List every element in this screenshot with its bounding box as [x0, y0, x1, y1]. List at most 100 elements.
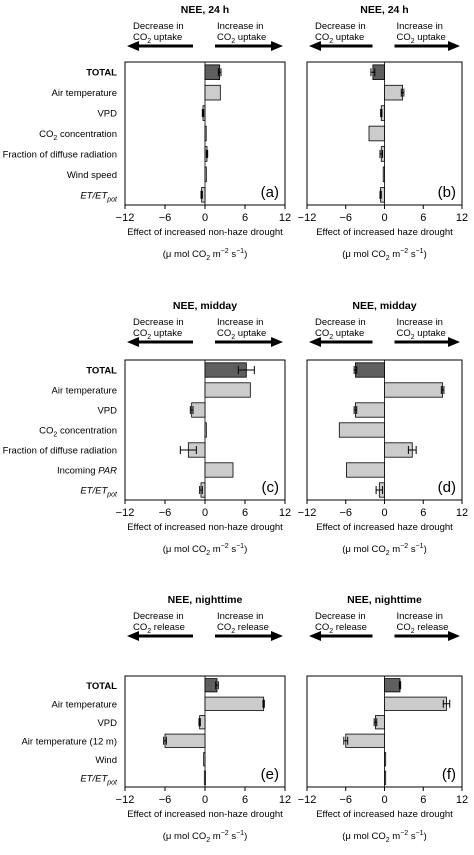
- x-tick-label: 12: [279, 507, 291, 519]
- category-label: Fraction of diffuse radiation: [3, 446, 117, 457]
- bar-air-temperature-12-m-: [345, 733, 385, 748]
- increase-label: CO2​ uptake: [217, 328, 266, 341]
- x-axis-label: Effect of increased non-haze drought: [127, 227, 283, 238]
- category-label: ET/ETpot: [80, 190, 118, 203]
- x-tick-label: −12: [116, 794, 135, 806]
- increase-label: CO2​ uptake: [397, 32, 446, 45]
- bar-air-temperature: [204, 696, 265, 711]
- bar-incoming-par: [204, 462, 234, 478]
- category-label: Air temperature: [52, 699, 117, 710]
- decrease-label: Decrease in: [315, 317, 366, 328]
- category-label: ET/ETpot: [80, 773, 118, 786]
- bar-co2-concentration: [204, 422, 207, 438]
- x-tick-label: 6: [242, 212, 248, 224]
- increase-label: Increase in: [397, 21, 443, 32]
- decrease-arrowhead: [309, 41, 321, 51]
- x-tick-label: 0: [202, 212, 208, 224]
- increase-arrowhead: [448, 337, 460, 347]
- decrease-arrowhead: [127, 337, 139, 347]
- bar-air-temperature: [384, 84, 403, 101]
- bar-total: [204, 64, 221, 80]
- category-label: TOTAL: [86, 366, 117, 377]
- panel-letter: (e): [261, 766, 279, 783]
- increase-arrowhead: [271, 41, 283, 51]
- increase-arrowhead: [271, 631, 283, 641]
- x-tick-label: −6: [339, 212, 352, 224]
- panel-letter: (a): [261, 184, 279, 201]
- x-tick-label: 6: [420, 507, 426, 519]
- x-tick-label: −6: [339, 794, 352, 806]
- x-tick-label: 0: [381, 212, 387, 224]
- decrease-arrowhead: [127, 41, 139, 51]
- x-axis-label: Effect of increased non-haze drought: [127, 522, 283, 533]
- bar-vpd: [191, 402, 206, 418]
- decrease-label: CO2​ uptake: [315, 32, 364, 45]
- increase-label: Increase in: [217, 611, 263, 622]
- bar-co2-concentration: [204, 125, 207, 142]
- category-label: Air temperature: [52, 386, 117, 397]
- x-axis-label: Effect of increased haze drought: [316, 227, 453, 238]
- decrease-label: CO2​ release: [133, 622, 185, 635]
- increase-label: CO2​ release: [397, 622, 449, 635]
- x-tick-label: 0: [202, 794, 208, 806]
- x-axis-label: Effect of increased haze drought: [316, 522, 453, 533]
- x-tick-label: 6: [420, 212, 426, 224]
- x-axis-label: Effect of increased non-haze drought: [127, 809, 283, 820]
- category-label: Fraction of diffuse radiation: [3, 149, 117, 160]
- x-tick-label: 12: [456, 794, 468, 806]
- x-tick-label: −6: [159, 794, 172, 806]
- category-label: VPD: [97, 718, 117, 729]
- category-label: VPD: [97, 109, 117, 120]
- bar-air-temperature: [384, 696, 447, 711]
- decrease-label: Decrease in: [315, 21, 366, 32]
- decrease-label: Decrease in: [315, 611, 366, 622]
- increase-label: Increase in: [397, 611, 443, 622]
- x-axis-unit: (μ mol CO2 m−2 s−1): [342, 248, 426, 262]
- x-tick-label: −12: [298, 507, 317, 519]
- x-axis-unit: (μ mol CO2 m−2 s−1): [163, 543, 247, 557]
- category-label: Wind: [95, 755, 117, 766]
- panel-title: NEE, midday: [352, 300, 416, 312]
- category-label: TOTAL: [86, 68, 117, 79]
- x-axis-label: Effect of increased haze drought: [316, 809, 453, 820]
- decrease-label: CO2​ release: [315, 622, 367, 635]
- panel-title: NEE, 24 h: [360, 4, 408, 16]
- category-label: Air temperature: [52, 88, 117, 99]
- increase-arrowhead: [271, 337, 283, 347]
- panel-letter: (f): [442, 766, 456, 783]
- bar-et-etpot: [203, 770, 206, 785]
- bar-air-temperature: [204, 382, 251, 398]
- bar-wind: [203, 752, 206, 767]
- x-tick-label: 12: [279, 794, 291, 806]
- panel-letter: (c): [262, 479, 280, 496]
- bar-air-temperature: [204, 84, 221, 101]
- bar-et-etpot: [384, 770, 387, 785]
- bar-air-temperature-12-m-: [164, 733, 206, 748]
- increase-arrowhead: [448, 631, 460, 641]
- category-label: VPD: [97, 406, 117, 417]
- decrease-arrowhead: [309, 337, 321, 347]
- bar-incoming-par: [345, 462, 385, 478]
- x-tick-label: −6: [339, 507, 352, 519]
- panel-letter: (d): [438, 479, 456, 496]
- x-axis-unit: (μ mol CO2 m−2 s−1): [163, 830, 247, 844]
- category-label: Air temperature (12 m): [21, 736, 117, 747]
- x-tick-label: −12: [116, 507, 135, 519]
- panel-title: NEE, nighttime: [347, 594, 422, 606]
- decrease-arrowhead: [127, 631, 139, 641]
- x-tick-label: 6: [242, 794, 248, 806]
- bar-air-temperature: [384, 382, 444, 398]
- decrease-arrowhead: [309, 631, 321, 641]
- bar-wind: [384, 752, 387, 767]
- x-tick-label: 6: [242, 507, 248, 519]
- panel-title: NEE, 24 h: [181, 4, 229, 16]
- category-label: TOTAL: [86, 681, 117, 692]
- x-tick-label: 6: [420, 794, 426, 806]
- bar-vpd: [355, 402, 385, 418]
- category-label: CO2​ concentration: [39, 129, 117, 142]
- x-tick-label: 0: [381, 507, 387, 519]
